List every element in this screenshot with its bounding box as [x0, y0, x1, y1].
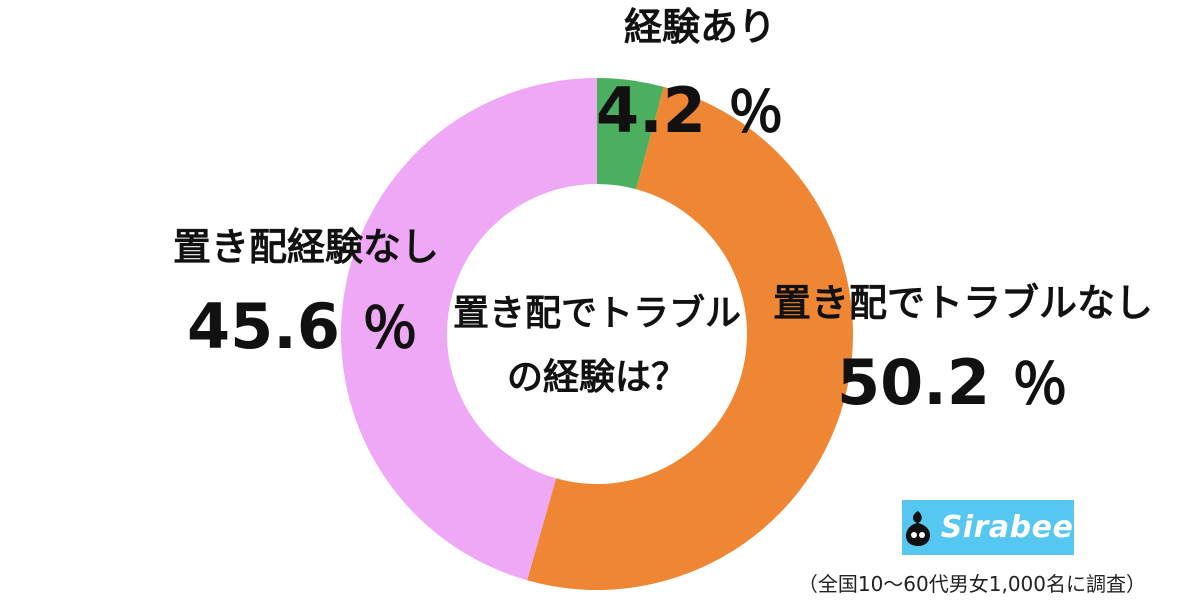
slice-value-no-experience: 45.6 ％ [187, 296, 418, 358]
logo-text: Sirabee [940, 510, 1074, 545]
sirabee-mascot-icon [905, 510, 930, 546]
slice-value-no-trouble: 50.2 ％ [837, 352, 1068, 414]
center-label-line-2: の経験は？ [506, 357, 687, 398]
slice-label-experienced: 経験あり [624, 5, 777, 49]
value-number: 45.6 [187, 290, 340, 363]
sirabee-logo: Sirabee [902, 500, 1074, 555]
value-unit: ％ [1011, 353, 1068, 418]
value-unit: ％ [727, 81, 784, 146]
slice-label-no-experience: 置き配経験なし [173, 225, 440, 269]
slice-experienced [597, 78, 664, 190]
value-number: 4.2 [596, 74, 706, 147]
slice-no-experience [340, 78, 597, 581]
value-unit: ％ [361, 297, 418, 362]
slice-label-no-trouble: 置き配でトラブルなし [773, 281, 1154, 325]
slice-no-trouble [527, 86, 853, 590]
center-label-line-1: 置き配でトラブル [452, 293, 741, 334]
slice-value-experienced: 4.2 ％ [596, 80, 784, 142]
value-number: 50.2 [837, 346, 990, 419]
survey-footnote: （全国10～60代男女1,000名に調査） [797, 572, 1146, 596]
